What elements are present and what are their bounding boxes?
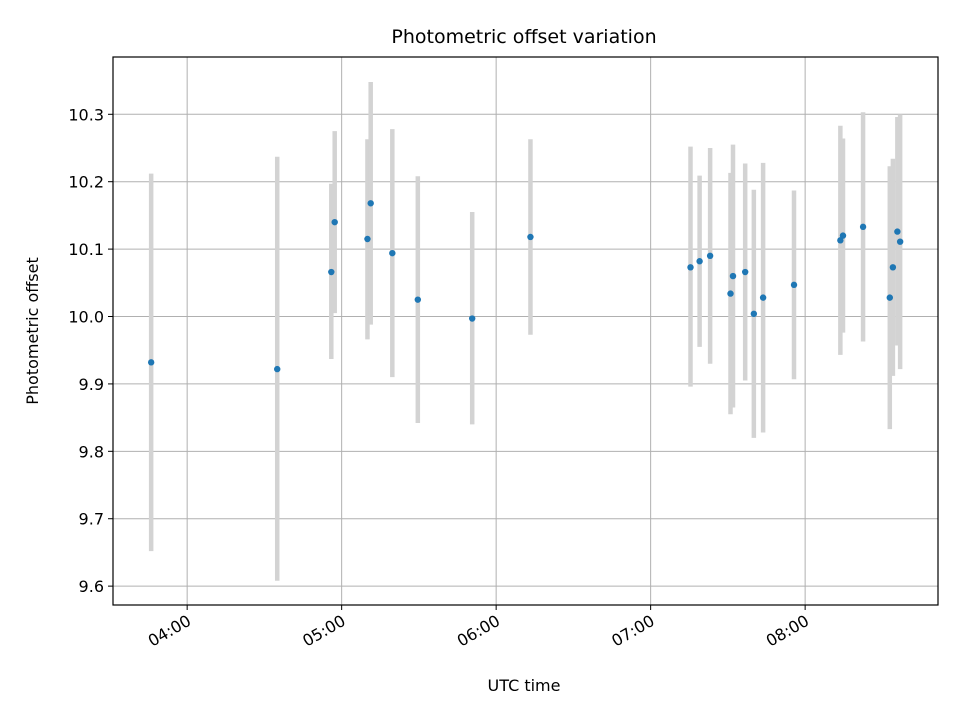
y-tick-label: 10.3 bbox=[68, 105, 104, 124]
data-point bbox=[886, 294, 893, 301]
data-point bbox=[414, 296, 422, 303]
y-tick-label: 9.9 bbox=[79, 375, 104, 394]
data-point bbox=[729, 272, 737, 280]
data-point bbox=[741, 268, 749, 276]
data-point bbox=[364, 235, 371, 243]
data-point bbox=[759, 294, 767, 301]
data-point bbox=[468, 315, 476, 322]
x-tick-label: 08:00 bbox=[763, 611, 812, 651]
data-points bbox=[147, 200, 904, 373]
y-tick-label: 9.7 bbox=[79, 510, 104, 529]
chart-title: Photometric offset variation bbox=[391, 26, 656, 48]
y-tick-label: 9.8 bbox=[79, 442, 104, 461]
data-point bbox=[389, 249, 396, 257]
data-point bbox=[331, 218, 338, 226]
data-point bbox=[706, 252, 714, 260]
y-axis-ticks: 9.6 9.7 9.8 9.9 10.0 10.1 10.2 10.3 bbox=[68, 105, 113, 596]
y-tick-label: 9.6 bbox=[79, 577, 104, 596]
grid-lines bbox=[113, 57, 938, 605]
x-axis-ticks: 04:00 05:00 06:00 07:00 08:00 bbox=[145, 605, 812, 651]
data-point bbox=[889, 264, 897, 271]
data-point bbox=[687, 264, 694, 271]
data-point bbox=[859, 223, 867, 231]
x-tick-label: 06:00 bbox=[454, 611, 503, 651]
data-point bbox=[750, 310, 758, 318]
x-tick-label: 07:00 bbox=[608, 611, 657, 651]
data-point bbox=[727, 290, 734, 297]
error-bars bbox=[148, 81, 903, 581]
data-point bbox=[894, 228, 901, 235]
y-axis-label: Photometric offset bbox=[23, 257, 42, 405]
data-point bbox=[328, 268, 335, 276]
data-point bbox=[896, 238, 904, 245]
y-tick-label: 10.2 bbox=[68, 173, 104, 192]
y-tick-label: 10.0 bbox=[68, 308, 104, 327]
data-point bbox=[696, 258, 703, 265]
y-tick-label: 10.1 bbox=[68, 240, 104, 259]
data-point bbox=[527, 233, 534, 241]
data-point bbox=[837, 237, 844, 244]
data-point bbox=[839, 232, 847, 239]
data-point bbox=[274, 365, 281, 373]
data-point bbox=[367, 200, 374, 207]
data-point bbox=[790, 281, 798, 289]
x-axis-label: UTC time bbox=[488, 676, 561, 695]
data-point bbox=[147, 359, 155, 366]
plot-frame bbox=[112, 56, 939, 606]
x-tick-label: 04:00 bbox=[145, 611, 194, 651]
x-tick-label: 05:00 bbox=[299, 611, 348, 651]
